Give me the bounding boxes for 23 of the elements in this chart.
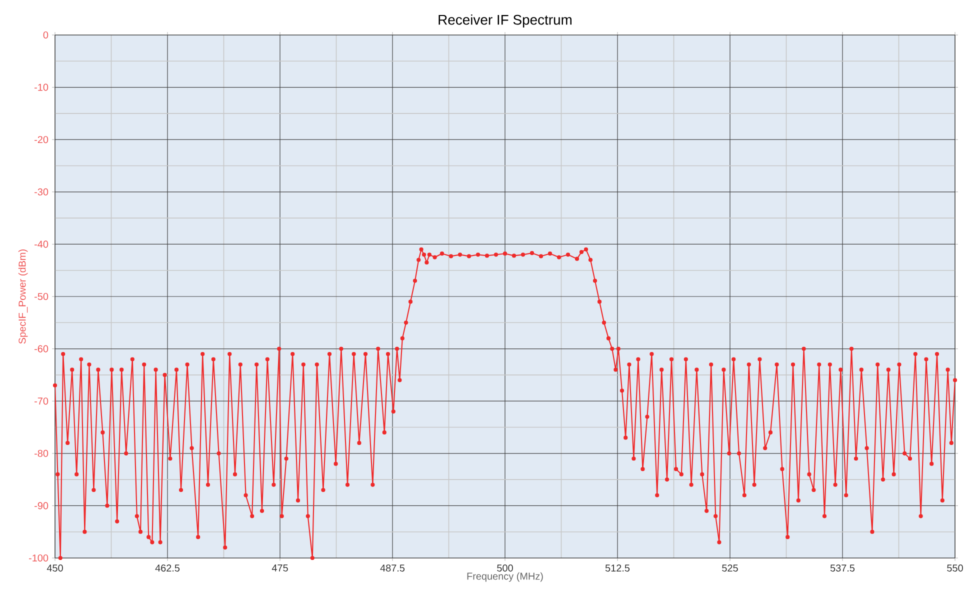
- x-tick-label: 512.5: [605, 564, 630, 572]
- y-tick-label: -90: [34, 502, 48, 510]
- x-tick-label: 550: [947, 564, 963, 572]
- x-tick-label: 450: [46, 564, 63, 572]
- y-tick-label: -100: [28, 554, 48, 562]
- y-tick-label: -60: [34, 345, 48, 352]
- x-tick-label: 475: [272, 564, 288, 572]
- x-tick-label: 525: [722, 564, 738, 572]
- y-axis-title: SpecIF_Power (dBm): [18, 250, 28, 344]
- x-tick-label: 537.5: [830, 564, 855, 572]
- y-tick-label: -70: [34, 398, 48, 405]
- chart-title: Receiver IF Spectrum: [438, 14, 572, 28]
- y-tick-label: -30: [34, 188, 48, 196]
- y-tick-label: -80: [34, 450, 48, 457]
- x-tick-label: 500: [497, 564, 513, 572]
- x-axis-title: Frequency (MHz): [467, 572, 543, 582]
- y-tick-label: -40: [34, 240, 48, 248]
- x-tick-label: 487.5: [380, 564, 405, 572]
- y-tick-label: -50: [34, 292, 48, 300]
- y-tick-label: -10: [34, 84, 48, 91]
- y-tick-label: -20: [34, 136, 48, 144]
- y-tick-label: 0: [43, 31, 48, 39]
- x-tick-label: 462.5: [155, 564, 180, 572]
